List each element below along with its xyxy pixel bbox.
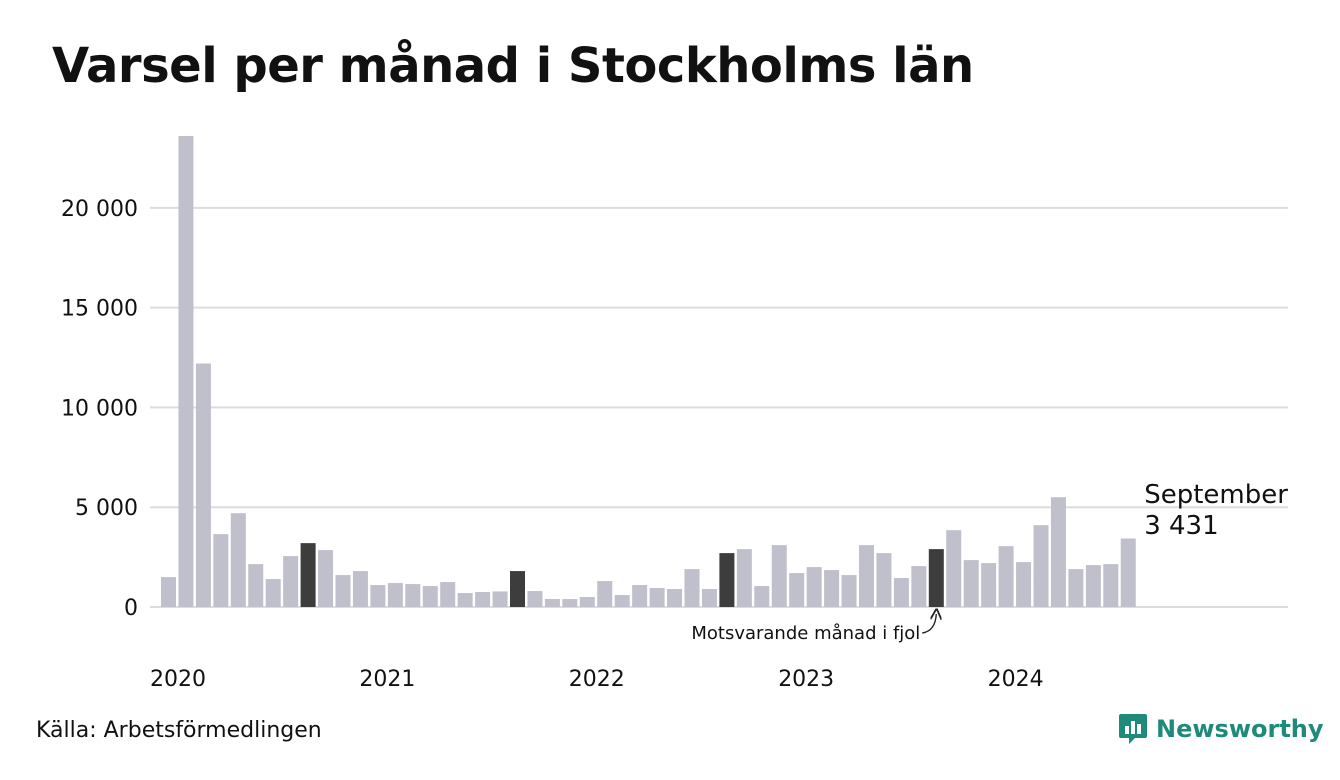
bar-2022-12 — [771, 545, 787, 607]
bar-2020-06 — [248, 564, 264, 607]
bar-2023-05 — [859, 545, 874, 607]
latest-value-label: 3 431 — [1144, 511, 1218, 541]
bar-2023-08 — [911, 566, 927, 607]
bar-2021-08 — [492, 591, 508, 607]
bar-2021-01 — [370, 585, 386, 607]
bar-2024-05 — [1068, 569, 1084, 607]
bar-2020-03 — [195, 363, 211, 607]
bar-2020-07 — [265, 579, 281, 607]
y-tick-label: 15 000 — [61, 297, 138, 322]
bar-2022-08 — [701, 589, 717, 607]
bar-2022-02 — [597, 581, 613, 607]
bar-2024-07 — [1103, 564, 1119, 607]
bar-2024-06 — [1085, 565, 1101, 607]
bar-2021-12 — [562, 599, 578, 607]
prev-year-annotation: Motsvarande månad i fjol — [691, 623, 920, 644]
bar-2021-03 — [405, 584, 421, 607]
bar-2020-01 — [161, 577, 176, 607]
bar-2022-10 — [736, 549, 752, 607]
bar-2021-04 — [422, 586, 438, 607]
bar-2022-06 — [667, 589, 683, 607]
source-note: Källa: Arbetsförmedlingen — [36, 718, 322, 743]
brand-logo: Newsworthy — [1118, 712, 1324, 746]
bar-2021-05 — [440, 582, 456, 607]
x-axis-ticks: 2020 2021 2022 2023 2024 — [150, 667, 1044, 692]
grid-lines — [150, 206, 1288, 608]
x-tick-label: 2024 — [988, 667, 1044, 692]
bar-2023-02 — [806, 567, 822, 607]
bar-2024-01 — [998, 546, 1014, 607]
bar-2020-09 — [300, 543, 316, 607]
bar-2021-02 — [387, 583, 403, 607]
x-tick-label: 2020 — [150, 667, 206, 692]
bar-2023-03 — [824, 570, 840, 607]
annotation-arrow — [922, 614, 936, 634]
y-axis-ticks: 0 5 000 10 000 15 000 20 000 — [61, 197, 138, 621]
y-tick-label: 10 000 — [61, 396, 138, 421]
bar-2020-05 — [230, 513, 246, 607]
bar-2024-03 — [1033, 525, 1049, 607]
bar-2022-01 — [579, 597, 595, 607]
bar-2023-09 — [928, 549, 944, 607]
bar-2021-06 — [457, 593, 473, 607]
bar-2022-05 — [649, 588, 665, 607]
bar-2024-02 — [1016, 562, 1032, 607]
x-tick-label: 2022 — [569, 667, 625, 692]
y-tick-label: 20 000 — [61, 197, 138, 222]
bar-2022-07 — [684, 569, 700, 607]
bar-2023-01 — [789, 573, 805, 607]
bar-2023-11 — [963, 560, 979, 607]
y-tick-label: 5 000 — [75, 496, 138, 521]
bar-2024-08 — [1120, 538, 1136, 607]
bar-2020-04 — [213, 534, 229, 607]
bar-2023-06 — [876, 553, 892, 607]
bar-2021-11 — [544, 599, 560, 607]
bar-2020-12 — [352, 571, 368, 607]
bar-2022-04 — [632, 585, 648, 607]
bar-2022-03 — [614, 595, 630, 607]
bar-2020-11 — [335, 575, 351, 607]
bar-2022-11 — [754, 586, 770, 607]
bar-2021-10 — [527, 591, 543, 607]
bar-2023-10 — [946, 530, 962, 607]
bar-2024-04 — [1050, 497, 1066, 607]
x-tick-label: 2021 — [359, 667, 415, 692]
bar-2021-09 — [510, 571, 525, 607]
y-tick-label: 0 — [124, 596, 138, 621]
page-title: Varsel per månad i Stockholms län — [52, 38, 974, 94]
bar-2022-09 — [719, 553, 735, 607]
bar-2020-02 — [178, 136, 194, 607]
x-tick-label: 2023 — [778, 667, 834, 692]
bar-2020-08 — [283, 556, 299, 607]
bar-2023-04 — [841, 575, 857, 607]
bar-2020-10 — [318, 550, 334, 607]
bar-2023-12 — [981, 563, 997, 607]
bar-2023-07 — [893, 578, 909, 607]
latest-month-label: September — [1144, 480, 1288, 510]
bars — [161, 136, 1136, 607]
newsworthy-logo-icon — [1119, 714, 1147, 744]
brand-name: Newsworthy — [1156, 715, 1324, 743]
bar-2021-07 — [475, 592, 491, 607]
